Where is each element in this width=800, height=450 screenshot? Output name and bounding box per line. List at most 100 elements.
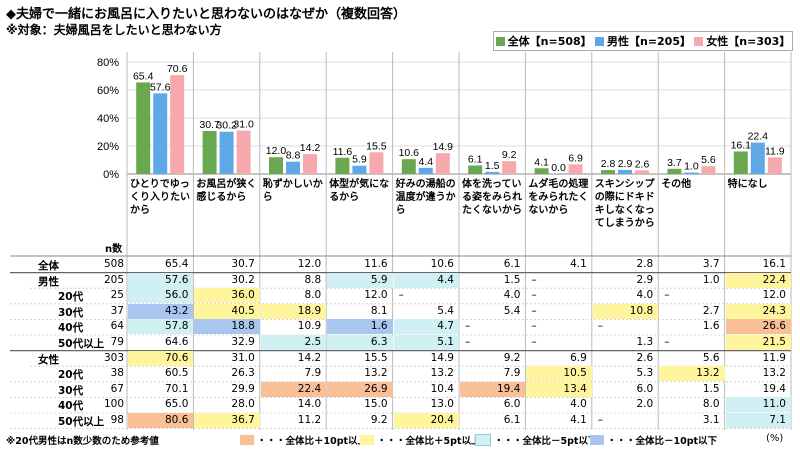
- bar: [601, 170, 615, 174]
- bar: [170, 75, 185, 174]
- bar: [269, 157, 283, 174]
- bar: [750, 142, 765, 174]
- legend-label: 全体【n=508】: [507, 35, 592, 48]
- bar: [435, 153, 450, 174]
- table-cell: 14.2: [297, 351, 322, 364]
- table-cell: 16.1: [762, 258, 786, 270]
- bar: [303, 154, 317, 174]
- bar-value-label: 16.1: [731, 139, 752, 151]
- table-cell: 3.7: [702, 258, 720, 270]
- bar-value-label: 15.5: [366, 140, 387, 152]
- bar-value-label: 5.6: [701, 154, 716, 166]
- bar-value-label: 1.0: [684, 161, 699, 173]
- category-header: 体型が気になるから: [329, 179, 390, 203]
- bar: [401, 159, 416, 174]
- row-label: 40代: [58, 322, 84, 335]
- y-tick-label: 20%: [97, 141, 119, 153]
- category-header: 恥ずかしいから: [262, 179, 323, 203]
- table-cell: 9.2: [370, 414, 388, 426]
- table-cell: 4.0: [636, 289, 654, 302]
- table-cell: 65.4: [165, 258, 189, 270]
- table-cell: 64.6: [165, 336, 189, 348]
- bar-value-label: 1.5: [485, 160, 500, 172]
- legend-swatch: [594, 36, 604, 46]
- table-cell: 1.6: [702, 320, 720, 333]
- category-header: その他: [661, 179, 692, 190]
- table-cell: 4.7: [393, 319, 459, 335]
- table-cell: 7.9: [304, 367, 322, 380]
- table-cell: 4.0: [503, 289, 521, 302]
- table-cell: 13.2: [364, 367, 388, 380]
- table-cell: 7.9: [503, 367, 521, 380]
- table-cell: 13.2: [659, 366, 725, 382]
- bar: [667, 168, 682, 174]
- table-cell: 8.0: [304, 289, 322, 302]
- n-header: n数: [105, 244, 123, 255]
- table-cell: 18.9: [260, 303, 327, 319]
- bar-value-label: 8.8: [286, 150, 301, 162]
- bar: [136, 82, 151, 174]
- table-cell: 5.1: [393, 335, 459, 350]
- bar: [418, 167, 433, 174]
- table-cell: 5.4: [503, 304, 521, 317]
- table-cell: 30.7: [231, 258, 255, 270]
- bar-value-label: 22.4: [748, 131, 769, 143]
- table-cell: 19.4: [460, 381, 526, 397]
- table-cell: 13.0: [430, 398, 454, 411]
- row-label: 20代: [58, 369, 84, 382]
- table-cell: 80.6: [128, 413, 194, 428]
- table-cell: 2.8: [636, 258, 654, 270]
- row-n: 100: [103, 398, 124, 411]
- table-cell: 24.3: [725, 303, 791, 319]
- table-cell: 60.5: [165, 367, 189, 380]
- table-cell: 8.8: [304, 273, 322, 286]
- category-header: 特になし: [727, 179, 768, 190]
- table-cell: 1.5: [702, 382, 720, 395]
- y-tick-label: 40%: [97, 113, 119, 125]
- table-cell: 10.4: [430, 382, 454, 395]
- bar-value-label: 57.6: [150, 81, 171, 93]
- highlight-key-dn5: ・・・全体比－5pt以下: [475, 433, 597, 447]
- table-cell: 43.2: [128, 303, 194, 319]
- table-cell: 70.1: [165, 382, 189, 395]
- bar-value-label: 14.2: [300, 142, 321, 154]
- bar-value-label: 10.6: [399, 147, 420, 159]
- legend-label: 男性【n=205】: [606, 35, 691, 48]
- table-cell: 14.9: [430, 351, 454, 364]
- row-label: 女性: [38, 353, 59, 366]
- bar-value-label: 2.6: [635, 158, 650, 170]
- row-n: 303: [103, 351, 124, 364]
- table-cell: –: [664, 289, 670, 302]
- category-header: スキンシップの際にドキドキしなくなってしまうから: [594, 179, 655, 229]
- table-cell: 2.9: [636, 273, 654, 286]
- table-cell: 2.7: [702, 304, 720, 317]
- bar: [502, 161, 517, 174]
- chart-subtitle: ※対象：夫婦風呂をしたいと思わない方: [6, 23, 222, 37]
- table-cell: 57.6: [128, 272, 194, 288]
- bar: [684, 172, 699, 174]
- bar: [534, 168, 549, 174]
- table-cell: 5.4: [437, 304, 454, 317]
- legend-label: 女性【n=303】: [706, 35, 791, 48]
- table-cell: –: [531, 304, 537, 317]
- table-cell: –: [531, 273, 537, 286]
- legend-swatch: [495, 36, 505, 46]
- legend: 全体【n=508】 男性【n=205】 女性【n=303】: [493, 31, 793, 51]
- table-cell: –: [398, 289, 404, 302]
- table-cell: 28.0: [231, 398, 255, 411]
- table-cell: 11.6: [364, 258, 388, 270]
- row-n: 508: [103, 258, 124, 270]
- bar-value-label: 4.4: [418, 156, 433, 168]
- table-cell: 5.3: [636, 367, 654, 380]
- row-n: 38: [110, 367, 124, 380]
- table-cell: 70.6: [128, 350, 194, 366]
- table-cell: 6.1: [503, 414, 521, 426]
- table-cell: –: [531, 336, 537, 348]
- bar: [568, 164, 583, 174]
- table-cell: 22.4: [260, 381, 327, 397]
- category-header: 好みの湯船の温度が違うから: [395, 179, 456, 216]
- table-cell: 10.9: [297, 320, 322, 333]
- table-cell: –: [664, 336, 670, 348]
- bar: [733, 151, 748, 174]
